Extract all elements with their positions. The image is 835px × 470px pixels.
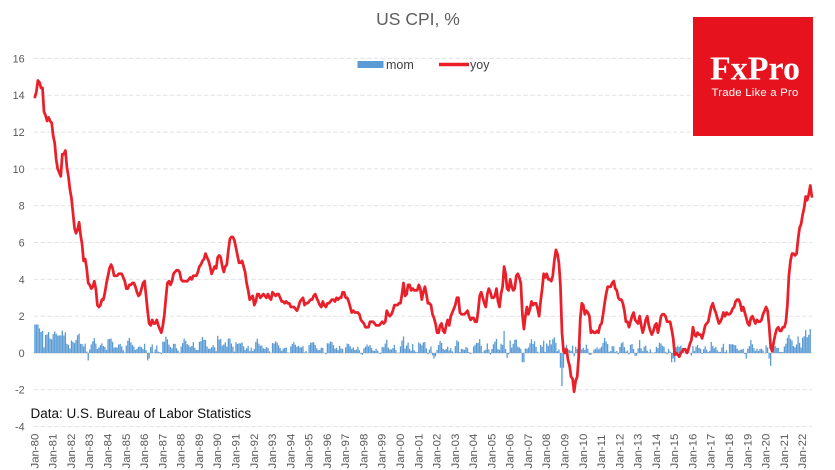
svg-text:Jan-83: Jan-83 bbox=[84, 434, 96, 469]
svg-text:Jan-85: Jan-85 bbox=[121, 434, 133, 469]
svg-text:mom: mom bbox=[386, 58, 414, 72]
svg-text:Jan-84: Jan-84 bbox=[103, 434, 115, 469]
svg-text:Jan-98: Jan-98 bbox=[358, 434, 370, 469]
svg-text:Jan-94: Jan-94 bbox=[285, 434, 297, 469]
svg-text:Jan-91: Jan-91 bbox=[231, 434, 243, 469]
svg-text:12: 12 bbox=[13, 127, 25, 139]
svg-text:Jan-20: Jan-20 bbox=[761, 434, 773, 469]
svg-text:Jan-81: Jan-81 bbox=[48, 434, 60, 469]
svg-text:US CPI, %: US CPI, % bbox=[376, 9, 460, 29]
svg-text:Jan-87: Jan-87 bbox=[157, 434, 169, 469]
svg-text:Jan-80: Jan-80 bbox=[29, 434, 41, 469]
svg-text:-4: -4 bbox=[15, 422, 25, 434]
svg-text:4: 4 bbox=[19, 274, 25, 286]
svg-text:Jan-16: Jan-16 bbox=[688, 434, 700, 469]
svg-text:Jan-89: Jan-89 bbox=[194, 434, 206, 469]
svg-text:Jan-06: Jan-06 bbox=[505, 434, 517, 469]
svg-text:-2: -2 bbox=[15, 385, 25, 397]
svg-text:Jan-95: Jan-95 bbox=[304, 434, 316, 469]
svg-text:2: 2 bbox=[19, 311, 25, 323]
svg-text:Jan-12: Jan-12 bbox=[614, 434, 626, 469]
svg-text:Trade Like a Pro: Trade Like a Pro bbox=[712, 87, 799, 99]
svg-text:Jan-02: Jan-02 bbox=[432, 434, 444, 469]
svg-text:Jan-22: Jan-22 bbox=[797, 434, 809, 469]
svg-text:Jan-14: Jan-14 bbox=[651, 434, 663, 469]
svg-text:Data: U.S. Bureau of Labor Sta: Data: U.S. Bureau of Labor Statistics bbox=[31, 406, 252, 421]
svg-text:10: 10 bbox=[13, 164, 25, 176]
svg-text:14: 14 bbox=[13, 90, 25, 102]
svg-text:Jan-00: Jan-00 bbox=[395, 434, 407, 469]
svg-text:Jan-01: Jan-01 bbox=[413, 434, 425, 469]
svg-text:Jan-93: Jan-93 bbox=[267, 434, 279, 469]
svg-text:FxPro: FxPro bbox=[710, 50, 800, 87]
svg-text:0: 0 bbox=[19, 348, 25, 360]
svg-text:Jan-15: Jan-15 bbox=[669, 434, 681, 469]
svg-text:Jan-18: Jan-18 bbox=[724, 434, 736, 469]
svg-text:8: 8 bbox=[19, 201, 25, 213]
svg-text:Jan-19: Jan-19 bbox=[742, 434, 754, 469]
svg-text:Jan-99: Jan-99 bbox=[377, 434, 389, 469]
svg-text:Jan-05: Jan-05 bbox=[486, 434, 498, 469]
svg-text:Jan-11: Jan-11 bbox=[596, 435, 608, 469]
svg-text:Jan-08: Jan-08 bbox=[541, 434, 553, 469]
svg-text:Jan-88: Jan-88 bbox=[176, 434, 188, 469]
svg-text:16: 16 bbox=[13, 53, 25, 65]
svg-text:Jan-82: Jan-82 bbox=[66, 434, 78, 469]
svg-text:Jan-10: Jan-10 bbox=[578, 434, 590, 469]
svg-text:Jan-03: Jan-03 bbox=[450, 434, 462, 469]
svg-text:Jan-07: Jan-07 bbox=[523, 434, 535, 469]
svg-text:Jan-21: Jan-21 bbox=[779, 434, 791, 469]
svg-text:Jan-04: Jan-04 bbox=[468, 434, 480, 469]
svg-text:Jan-17: Jan-17 bbox=[706, 434, 718, 469]
svg-text:Jan-96: Jan-96 bbox=[322, 434, 334, 469]
svg-text:Jan-13: Jan-13 bbox=[633, 434, 645, 469]
svg-text:yoy: yoy bbox=[470, 58, 490, 72]
svg-text:6: 6 bbox=[19, 237, 25, 249]
svg-text:Jan-09: Jan-09 bbox=[560, 434, 572, 469]
svg-text:Jan-86: Jan-86 bbox=[139, 434, 151, 469]
svg-text:Jan-90: Jan-90 bbox=[212, 434, 224, 469]
svg-text:Jan-92: Jan-92 bbox=[249, 434, 261, 469]
svg-text:Jan-97: Jan-97 bbox=[340, 434, 352, 469]
